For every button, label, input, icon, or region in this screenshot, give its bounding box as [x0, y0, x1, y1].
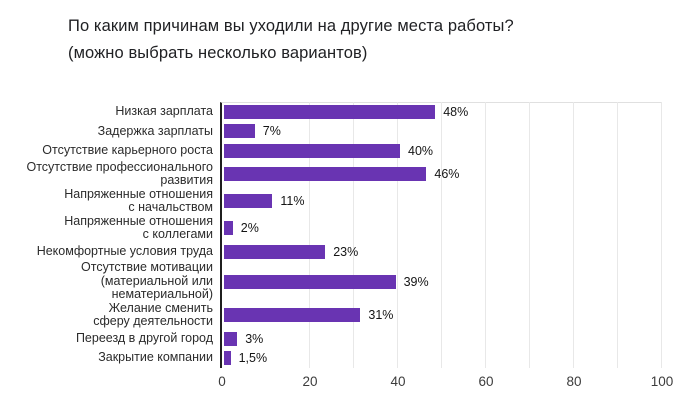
bar-track: 3% — [222, 329, 700, 349]
category-label: Напряженные отношения с начальством — [64, 186, 213, 215]
category-label: Желание сменить сферу деятельности — [93, 300, 213, 329]
bar — [224, 244, 326, 259]
bar-rows: Низкая зарплата 48% Задержка зарплаты 7% Отс… — [0, 102, 700, 368]
plot-area: Низкая зарплата 48% Задержка зарплаты 7% Отс… — [0, 102, 700, 402]
gridline — [529, 102, 530, 368]
bar-row: Низкая зарплата 48% — [0, 102, 700, 122]
bar-track: 31% — [222, 302, 700, 329]
value-label: 3% — [245, 331, 264, 346]
value-label: 40% — [408, 143, 434, 158]
bar — [224, 351, 231, 366]
bar — [224, 221, 233, 236]
bar-track: 40% — [222, 141, 700, 161]
value-label: 31% — [368, 308, 394, 323]
plot-grid — [220, 102, 662, 368]
bar-row: Некомфортные условия труда 23% — [0, 242, 700, 262]
bar-row: Напряженные отношения с начальством 11% — [0, 186, 700, 215]
value-label: 39% — [403, 274, 429, 289]
gridline — [397, 102, 398, 368]
bar-row: Отсутствие профессионального развития 46% — [0, 159, 700, 188]
bar — [224, 194, 273, 209]
gridline — [353, 102, 354, 368]
gridline — [309, 102, 310, 368]
bar-track: 2% — [222, 215, 700, 242]
category-label: Задержка зарплаты — [97, 123, 213, 138]
x-tick-label: 40 — [390, 374, 406, 389]
gridline — [573, 102, 574, 368]
x-tick-label: 60 — [478, 374, 494, 389]
bar — [224, 124, 255, 139]
bar-track: 23% — [222, 242, 700, 262]
gridline — [661, 102, 662, 368]
bar-row: Желание сменить сферу деятельности 31% — [0, 300, 700, 329]
bar-track: 11% — [222, 188, 700, 215]
bar-track: 39% — [222, 261, 700, 302]
category-label: Низкая зарплата — [115, 104, 213, 119]
x-tick-label: 0 — [218, 374, 226, 389]
bar-row: Напряженные отношения с коллегами 2% — [0, 213, 700, 242]
value-label: 11% — [280, 194, 305, 209]
value-label: 7% — [262, 124, 281, 139]
bar-row: Задержка зарплаты 7% — [0, 122, 700, 142]
gridline — [441, 102, 442, 368]
category-label: Отсутствие мотивации (материальной или н… — [81, 260, 213, 302]
category-label: Переезд в другой город — [75, 330, 213, 345]
bar — [224, 274, 396, 289]
x-tick-label: 20 — [302, 374, 318, 389]
category-label: Закрытие компании — [98, 350, 213, 365]
bar — [224, 143, 400, 158]
bar — [224, 308, 361, 323]
bar — [224, 331, 238, 346]
bar — [224, 167, 427, 182]
bar-row: Отсутствие карьерного роста 40% — [0, 141, 700, 161]
value-label: 2% — [240, 221, 259, 236]
x-tick-label: 100 — [650, 374, 674, 389]
gridline — [485, 102, 486, 368]
category-label: Напряженные отношения с коллегами — [64, 213, 213, 242]
bar-track: 46% — [222, 161, 700, 188]
value-label: 46% — [434, 167, 460, 182]
bar-row: Переезд в другой город 3% — [0, 329, 700, 349]
category-label: Отсутствие карьерного роста — [42, 143, 213, 158]
category-label: Отсутствие профессионального развития — [26, 159, 213, 188]
bar-track: 7% — [222, 122, 700, 142]
bar-track: 48% — [222, 102, 700, 122]
bar-row: Закрытие компании 1,5% — [0, 348, 700, 368]
x-tick-label: 80 — [566, 374, 582, 389]
gridline — [617, 102, 618, 368]
bar-track: 1,5% — [222, 348, 700, 368]
category-label: Некомфортные условия труда — [36, 243, 213, 258]
value-label: 1,5% — [238, 351, 268, 366]
bar-row: Отсутствие мотивации (материальной или н… — [0, 261, 700, 302]
x-axis: 0 20 40 60 80 100 — [218, 368, 673, 394]
value-label: 23% — [333, 244, 359, 259]
chart-title: По каким причинам вы уходили на другие м… — [68, 17, 514, 62]
bar — [224, 104, 436, 119]
value-label: 48% — [443, 104, 469, 119]
